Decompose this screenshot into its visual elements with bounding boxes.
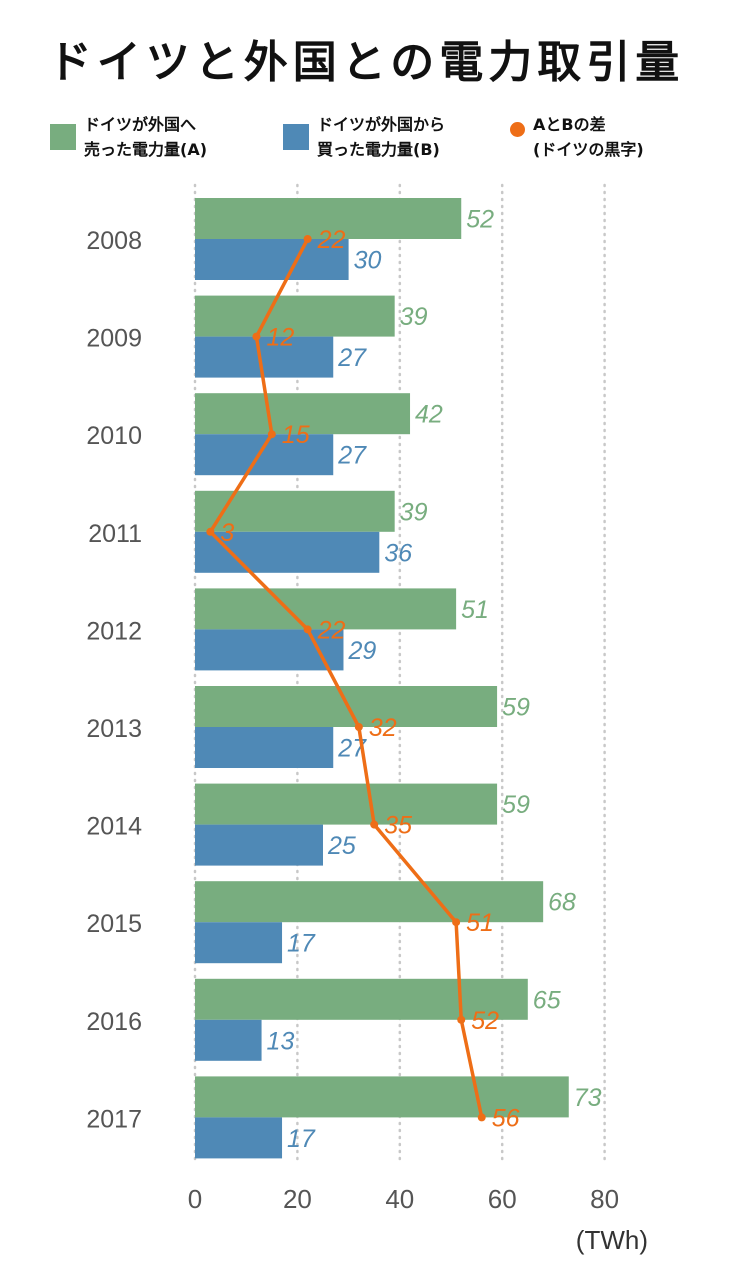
diff-point <box>267 430 276 439</box>
legend: ドイツが外国へ 売った電力量(A) ドイツが外国から 買った電力量(B) AとB… <box>0 112 732 172</box>
value-label-bought: 13 <box>267 1027 295 1055</box>
value-label-bought: 17 <box>287 930 316 958</box>
legend-bought-line2: 買った電力量(B) <box>317 140 440 159</box>
legend-item-diff: AとBの差 (ドイツの黒字) <box>510 112 644 162</box>
diff-point <box>477 1113 486 1122</box>
bar-sold <box>195 686 498 727</box>
value-label-diff: 22 <box>317 226 346 254</box>
legend-item-bought: ドイツが外国から 買った電力量(B) <box>283 112 445 162</box>
bar-sold <box>195 978 528 1020</box>
diff-point <box>252 332 261 341</box>
year-label: 2015 <box>86 910 142 938</box>
bar-bought <box>195 239 349 280</box>
value-label-diff: 52 <box>471 1007 499 1035</box>
value-label-bought: 36 <box>384 539 412 567</box>
legend-dot-diff <box>510 122 525 137</box>
year-label: 2008 <box>86 227 142 255</box>
value-label-sold: 65 <box>533 986 561 1014</box>
diff-point <box>206 527 215 536</box>
value-label-sold: 59 <box>502 694 530 722</box>
value-label-sold: 52 <box>466 206 494 234</box>
bar-bought <box>195 336 334 378</box>
value-label-diff: 32 <box>369 714 397 742</box>
value-label-bought: 30 <box>354 247 382 275</box>
value-label-sold: 73 <box>574 1084 602 1112</box>
diff-point <box>354 723 363 731</box>
value-label-sold: 51 <box>461 596 489 624</box>
bar-bought <box>195 434 334 476</box>
value-label-diff: 35 <box>384 812 412 840</box>
value-label-bought: 29 <box>347 637 376 665</box>
bar-bought <box>195 922 283 964</box>
value-label-bought: 27 <box>337 344 367 372</box>
legend-swatch-sold <box>50 124 76 150</box>
value-label-bought: 27 <box>337 442 367 470</box>
value-label-sold: 59 <box>502 791 530 819</box>
year-label: 2016 <box>86 1008 142 1036</box>
bar-bought <box>195 1019 262 1061</box>
value-label-diff: 15 <box>282 421 310 449</box>
bar-bought <box>195 531 380 573</box>
bar-sold <box>195 393 411 435</box>
bar-sold <box>195 588 457 630</box>
value-label-sold: 42 <box>415 401 443 429</box>
legend-diff-line2: (ドイツの黒字) <box>533 140 644 159</box>
legend-diff-line1: AとBの差 <box>533 115 606 134</box>
value-label-bought: 25 <box>327 832 356 860</box>
bar-bought <box>195 727 334 768</box>
year-label: 2014 <box>86 813 142 841</box>
legend-swatch-bought <box>283 124 309 150</box>
value-label-diff: 3 <box>220 519 234 547</box>
diff-point <box>303 235 312 243</box>
diff-point <box>370 820 379 829</box>
year-label: 2010 <box>86 422 142 450</box>
diff-point <box>457 1015 466 1024</box>
x-tick-label: 20 <box>283 1184 312 1214</box>
value-label-sold: 39 <box>400 498 428 526</box>
year-label: 2013 <box>86 715 142 743</box>
year-label: 2011 <box>88 520 142 548</box>
year-label: 2009 <box>86 325 142 353</box>
bar-sold <box>195 1076 569 1118</box>
value-label-diff: 22 <box>317 616 346 644</box>
bar-sold <box>195 198 462 239</box>
legend-bought-line1: ドイツが外国から <box>317 115 446 134</box>
value-label-diff: 56 <box>492 1104 520 1132</box>
value-label-diff: 51 <box>466 909 494 937</box>
x-tick-label: 40 <box>385 1184 414 1214</box>
year-label: 2012 <box>86 617 142 645</box>
bar-sold <box>195 881 544 923</box>
legend-sold-line2: 売った電力量(A) <box>84 140 208 159</box>
diff-point <box>303 625 312 634</box>
value-label-sold: 39 <box>400 303 428 331</box>
bar-sold <box>195 783 498 825</box>
bar-bought <box>195 824 323 866</box>
legend-item-sold: ドイツが外国へ 売った電力量(A) <box>50 112 207 162</box>
value-label-bought: 17 <box>287 1125 316 1153</box>
bar-sold <box>195 490 395 532</box>
value-label-sold: 68 <box>548 889 576 917</box>
diff-line <box>208 238 484 1118</box>
value-label-diff: 12 <box>266 324 294 352</box>
x-axis-unit: (TWh) <box>576 1225 648 1255</box>
year-label: 2017 <box>86 1105 142 1133</box>
legend-sold-line1: ドイツが外国へ <box>84 115 197 134</box>
x-tick-label: 60 <box>488 1184 517 1214</box>
bar-sold <box>195 295 395 337</box>
bar-bought <box>195 1117 283 1159</box>
diff-point <box>452 918 461 927</box>
chart-title: ドイツと外国との電力取引量 <box>47 37 685 88</box>
x-tick-label: 80 <box>590 1184 619 1214</box>
x-tick-label: 0 <box>188 1184 202 1214</box>
